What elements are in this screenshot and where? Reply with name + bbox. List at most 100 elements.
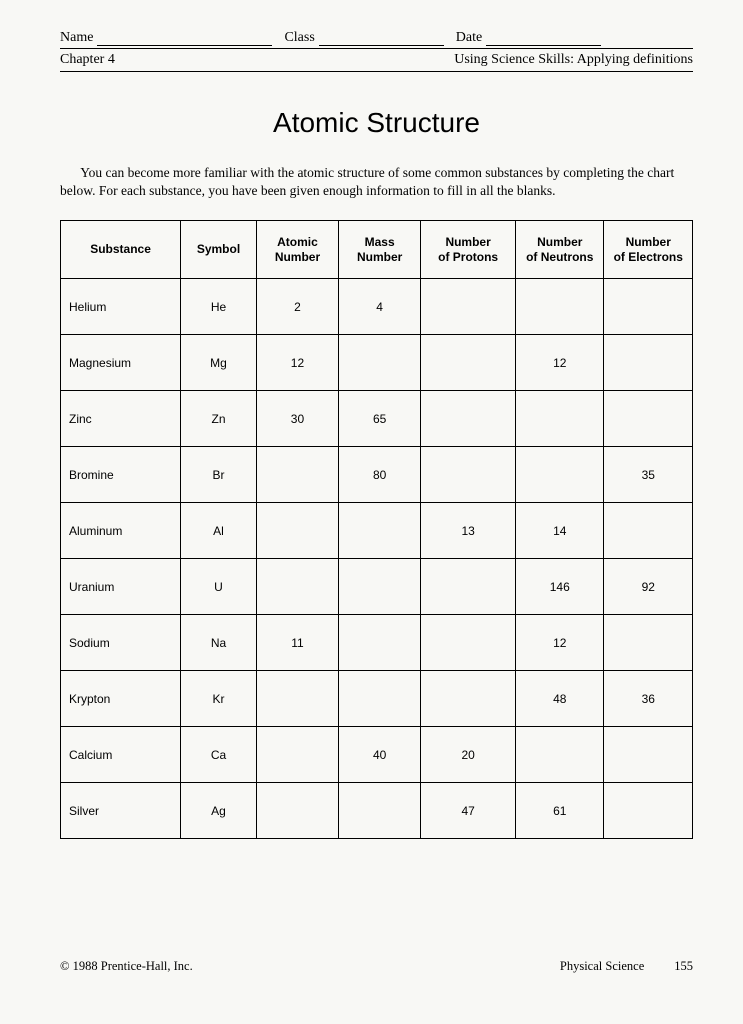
data-cell: 35 (604, 447, 693, 503)
data-cell: 92 (604, 559, 693, 615)
data-cell[interactable] (516, 447, 604, 503)
header-info-row: Chapter 4 Using Science Skills: Applying… (60, 48, 693, 72)
name-blank-line[interactable] (97, 32, 272, 46)
substance-cell: Krypton (61, 671, 181, 727)
data-cell: Ag (181, 783, 257, 839)
data-cell: 12 (516, 335, 604, 391)
substance-cell: Bromine (61, 447, 181, 503)
data-cell[interactable] (604, 615, 693, 671)
data-cell: 146 (516, 559, 604, 615)
data-cell[interactable] (339, 783, 421, 839)
data-cell[interactable] (516, 279, 604, 335)
substance-cell: Calcium (61, 727, 181, 783)
data-cell[interactable] (256, 503, 338, 559)
data-cell: 48 (516, 671, 604, 727)
substance-cell: Uranium (61, 559, 181, 615)
table-body: HeliumHe24MagnesiumMg1212ZincZn3065Bromi… (61, 279, 693, 839)
data-cell: 47 (421, 783, 516, 839)
column-header: Substance (61, 221, 181, 279)
data-cell[interactable] (421, 391, 516, 447)
data-cell: 30 (256, 391, 338, 447)
data-cell[interactable] (604, 503, 693, 559)
data-cell: Mg (181, 335, 257, 391)
page-title: Atomic Structure (60, 107, 693, 139)
data-cell: Ca (181, 727, 257, 783)
table-row: UraniumU 14692 (61, 559, 693, 615)
data-cell[interactable] (421, 447, 516, 503)
data-cell: U (181, 559, 257, 615)
data-cell: 4 (339, 279, 421, 335)
data-cell[interactable] (339, 503, 421, 559)
column-header: Numberof Electrons (604, 221, 693, 279)
data-cell[interactable] (604, 783, 693, 839)
page-footer: © 1988 Prentice-Hall, Inc. Physical Scie… (60, 959, 693, 974)
data-cell: 11 (256, 615, 338, 671)
data-cell: Zn (181, 391, 257, 447)
atomic-structure-table: SubstanceSymbolAtomicNumberMassNumberNum… (60, 220, 693, 839)
substance-cell: Aluminum (61, 503, 181, 559)
subject-text: Physical Science (560, 959, 644, 974)
data-cell[interactable] (421, 279, 516, 335)
table-row: ZincZn3065 (61, 391, 693, 447)
class-blank-line[interactable] (319, 32, 444, 46)
data-cell[interactable] (256, 727, 338, 783)
table-row: KryptonKr4836 (61, 671, 693, 727)
column-header: Symbol (181, 221, 257, 279)
class-label: Class (284, 30, 314, 46)
chapter-label: Chapter 4 (60, 52, 115, 68)
date-label: Date (456, 30, 482, 46)
header-blanks-row: Name Class Date (60, 30, 693, 46)
substance-cell: Helium (61, 279, 181, 335)
data-cell[interactable] (421, 335, 516, 391)
data-cell[interactable] (604, 335, 693, 391)
data-cell[interactable] (516, 727, 604, 783)
date-field: Date (456, 30, 601, 46)
name-field: Name (60, 30, 272, 46)
data-cell: Kr (181, 671, 257, 727)
substance-cell: Magnesium (61, 335, 181, 391)
data-cell[interactable] (256, 447, 338, 503)
data-cell[interactable] (339, 671, 421, 727)
data-cell[interactable] (339, 615, 421, 671)
worksheet-page: Name Class Date Chapter 4 Using Science … (0, 0, 743, 1024)
skills-label: Using Science Skills: Applying definitio… (454, 52, 693, 68)
data-cell: Br (181, 447, 257, 503)
name-label: Name (60, 30, 93, 46)
table-row: SodiumNa11 12 (61, 615, 693, 671)
data-cell: 12 (256, 335, 338, 391)
data-cell[interactable] (604, 727, 693, 783)
table-header-row: SubstanceSymbolAtomicNumberMassNumberNum… (61, 221, 693, 279)
data-cell: 14 (516, 503, 604, 559)
data-cell: Na (181, 615, 257, 671)
data-cell[interactable] (421, 671, 516, 727)
data-cell[interactable] (604, 391, 693, 447)
date-blank-line[interactable] (486, 32, 601, 46)
data-cell: He (181, 279, 257, 335)
data-cell[interactable] (256, 671, 338, 727)
table-row: SilverAg4761 (61, 783, 693, 839)
table-row: BromineBr8035 (61, 447, 693, 503)
column-header: AtomicNumber (256, 221, 338, 279)
data-cell: 61 (516, 783, 604, 839)
data-cell[interactable] (339, 559, 421, 615)
data-cell[interactable] (256, 783, 338, 839)
table-row: AluminumAl1314 (61, 503, 693, 559)
column-header: Numberof Neutrons (516, 221, 604, 279)
page-number: 155 (674, 959, 693, 974)
data-cell[interactable] (516, 391, 604, 447)
data-cell[interactable] (339, 335, 421, 391)
data-cell: 12 (516, 615, 604, 671)
substance-cell: Zinc (61, 391, 181, 447)
instructions-text: You can become more familiar with the at… (60, 164, 693, 200)
data-cell[interactable] (256, 559, 338, 615)
column-header: Numberof Protons (421, 221, 516, 279)
table-row: CalciumCa 4020 (61, 727, 693, 783)
data-cell: 2 (256, 279, 338, 335)
data-cell[interactable] (421, 559, 516, 615)
data-cell[interactable] (421, 615, 516, 671)
data-cell: Al (181, 503, 257, 559)
data-cell: 20 (421, 727, 516, 783)
data-cell: 40 (339, 727, 421, 783)
substance-cell: Sodium (61, 615, 181, 671)
data-cell[interactable] (604, 279, 693, 335)
